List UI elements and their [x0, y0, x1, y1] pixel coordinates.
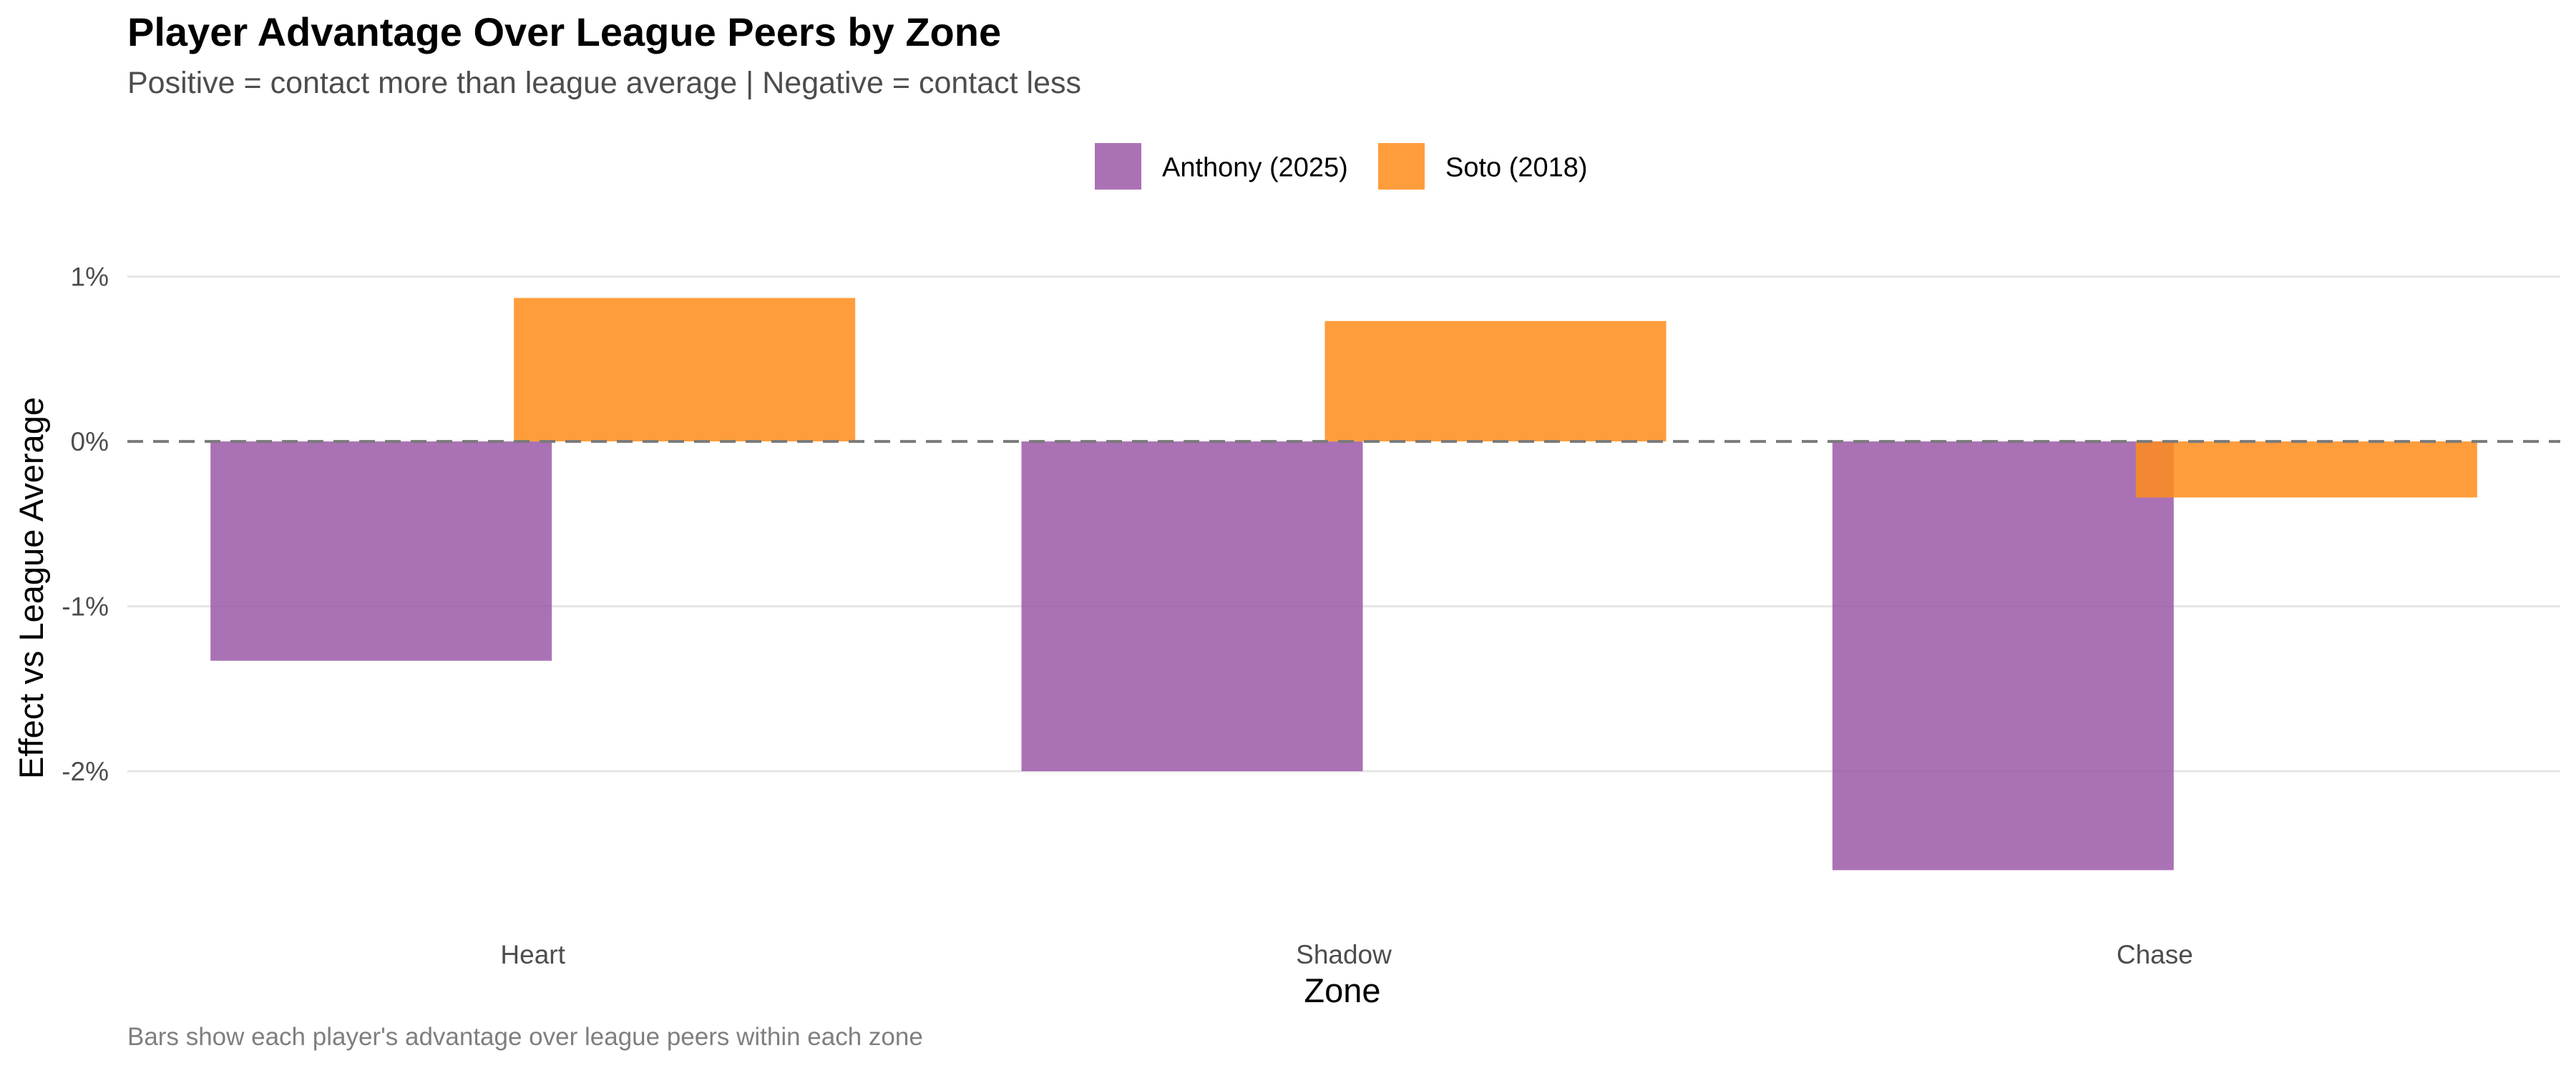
x-tick-label: Heart	[500, 940, 565, 969]
legend: Anthony (2025) Soto (2018)	[1095, 143, 1588, 190]
x-tick-label: Chase	[2117, 940, 2193, 969]
y-tick-label: -2%	[62, 757, 109, 786]
x-axis-title: Zone	[1304, 971, 1380, 1009]
bar-soto-heart	[514, 298, 856, 442]
bar-anthony-shadow	[1021, 441, 1363, 772]
y-axis-ticks: 1% 0% -1% -2%	[62, 263, 109, 787]
bar-anthony-chase	[1832, 441, 2174, 871]
bars	[210, 298, 2477, 871]
x-tick-label: Shadow	[1296, 940, 1392, 969]
chart-subtitle: Positive = contact more than league aver…	[127, 66, 1081, 100]
legend-key	[1095, 143, 1141, 190]
bar-anthony-heart	[210, 441, 552, 661]
legend-label: Soto (2018)	[1445, 153, 1588, 183]
x-axis-ticks: Heart Shadow Chase	[500, 940, 2192, 969]
y-tick-label: -1%	[62, 592, 109, 622]
y-tick-label: 0%	[71, 427, 109, 456]
bar-soto-shadow	[1324, 320, 1667, 442]
bar-soto-chase	[2135, 441, 2477, 498]
chart-title: Player Advantage Over League Peers by Zo…	[127, 9, 1002, 54]
chart-caption: Bars show each player's advantage over l…	[127, 1023, 923, 1051]
legend-label: Anthony (2025)	[1162, 153, 1348, 183]
y-tick-label: 1%	[71, 263, 109, 292]
y-axis-title: Effect vs League Average	[12, 397, 50, 779]
legend-key	[1378, 143, 1425, 190]
